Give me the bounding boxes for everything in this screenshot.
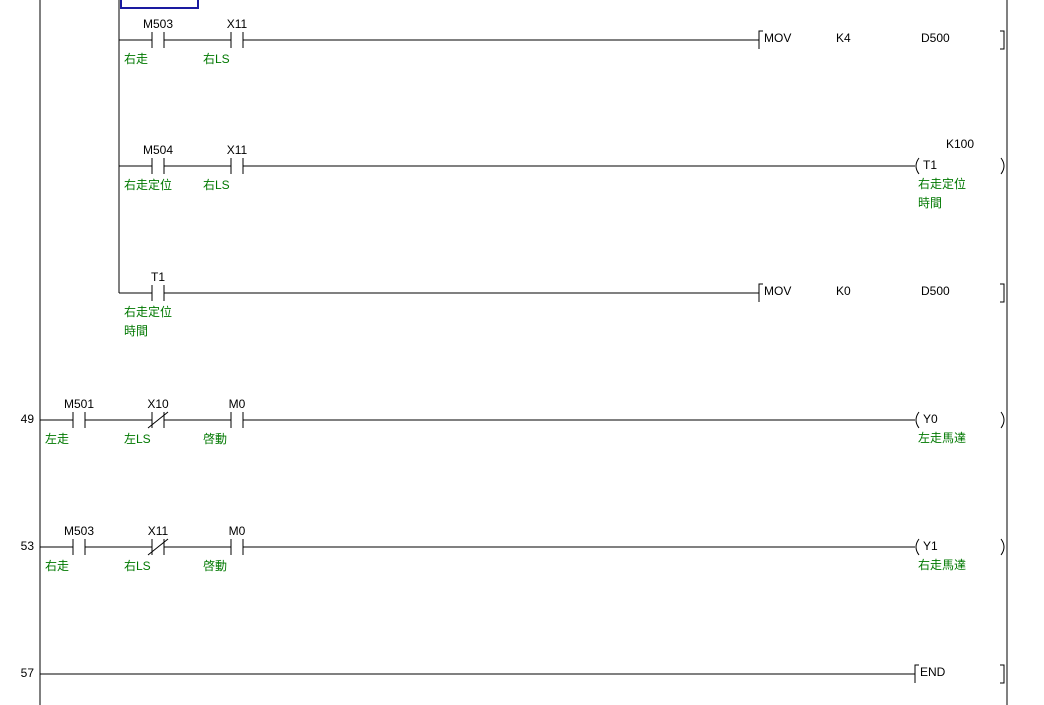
- step-number: 57: [20, 666, 34, 680]
- coil-device-label: T1: [923, 158, 938, 172]
- contact-comment: 右走定位: [124, 178, 173, 192]
- contact-comment: 左走: [45, 432, 70, 446]
- coil-comment: 右走馬達: [918, 558, 967, 572]
- coil-left-paren: [915, 538, 920, 556]
- coil-left-paren: [915, 411, 920, 429]
- instruction-opcode: MOV: [764, 284, 792, 298]
- contact-comment: 右走定位: [124, 305, 173, 319]
- coil-setpoint: K100: [946, 137, 975, 151]
- instruction-right-bracket: [1000, 664, 1005, 684]
- contact-device-label: M0: [228, 524, 246, 538]
- coil-right-paren: [1000, 157, 1005, 175]
- contact-nc-slash: [147, 411, 169, 429]
- instruction-operand: K0: [836, 284, 851, 298]
- coil-right-paren: [1000, 538, 1005, 556]
- contact-nc-slash: [147, 538, 169, 556]
- coil-comment: 時間: [918, 196, 943, 210]
- coil-right-paren: [1000, 411, 1005, 429]
- selection-cursor: [120, 0, 199, 9]
- contact-comment: 右LS: [203, 52, 230, 66]
- instruction-operand: D500: [921, 31, 950, 45]
- contact-device-label: X11: [226, 143, 248, 157]
- step-number: 49: [20, 412, 34, 426]
- coil-comment: 左走馬達: [918, 431, 967, 445]
- contact-device-label: M501: [63, 397, 95, 411]
- instruction-opcode: END: [920, 665, 946, 679]
- contact-comment: 右LS: [124, 559, 151, 573]
- coil-device-label: Y0: [923, 412, 938, 426]
- contact-device-label: X10: [147, 397, 169, 411]
- contact-comment: 右走: [45, 559, 70, 573]
- instruction-operand: K4: [836, 31, 851, 45]
- coil-comment: 右走定位: [918, 177, 967, 191]
- contact-device-label: M503: [63, 524, 95, 538]
- contact-comment: 右走: [124, 52, 149, 66]
- contact-device-label: X11: [147, 524, 169, 538]
- contact-device-label: M504: [142, 143, 174, 157]
- contact-device-label: M503: [142, 17, 174, 31]
- coil-left-paren: [915, 157, 920, 175]
- instruction-right-bracket: [1000, 283, 1005, 303]
- instruction-operand: D500: [921, 284, 950, 298]
- instruction-left-bracket: [914, 664, 919, 683]
- coil-device-label: Y1: [923, 539, 938, 553]
- contact-comment: 啓動: [203, 559, 228, 573]
- contact-device-label: X11: [226, 17, 248, 31]
- contact-comment: 右LS: [203, 178, 230, 192]
- contact-comment: 啓動: [203, 432, 228, 446]
- contact-comment: 時間: [124, 324, 149, 338]
- instruction-right-bracket: [1000, 30, 1005, 50]
- step-number: 53: [20, 539, 34, 553]
- instruction-left-bracket: [758, 283, 763, 302]
- instruction-opcode: MOV: [764, 31, 792, 45]
- contact-device-label: T1: [150, 270, 166, 284]
- contact-device-label: M0: [228, 397, 246, 411]
- contact-comment: 左LS: [124, 432, 151, 446]
- instruction-left-bracket: [758, 30, 763, 49]
